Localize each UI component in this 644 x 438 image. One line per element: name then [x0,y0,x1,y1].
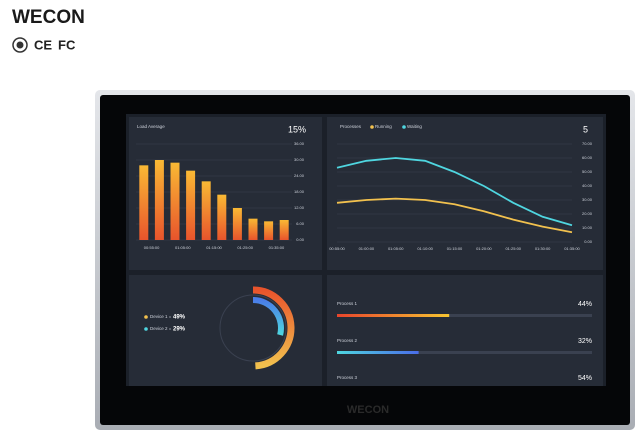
x-tick-label: 01:05:00 [175,245,191,250]
legend-value: 49% [173,315,186,321]
y-tick-label: 36.00 [294,141,305,146]
bar-track [337,314,592,317]
line-series [336,197,573,234]
bar [139,165,149,240]
y-tick-label: 50.00 [582,169,593,174]
x-tick-label: 01:00:00 [359,246,375,251]
bar [248,218,258,240]
x-tick-label: 01:15:00 [447,246,463,251]
bar [337,314,450,317]
x-tick-label: 01:20:00 [476,246,492,251]
value-label: 44% [578,301,592,308]
donut-track [219,294,287,362]
value-label: 54% [578,375,592,382]
legend-marker [402,125,406,129]
bar [217,194,227,240]
y-tick-label: 40.00 [582,183,593,188]
x-tick-label: 01:10:00 [417,246,433,251]
x-tick-label: 01:15:00 [206,245,222,250]
legend-label: Waiting [407,124,422,129]
bar [264,221,274,240]
bar [232,208,242,240]
bar-label: Process 2 [337,338,358,343]
value-label: 32% [578,338,592,345]
donut-arc [252,286,295,370]
y-tick-label: 6.00 [296,221,305,226]
summary-value: 5 [583,124,588,134]
bar-label: Process 1 [337,301,358,306]
x-tick-label: 00:55:00 [329,246,345,251]
legend-marker [144,327,148,331]
x-tick-label: 01:05:00 [388,246,404,251]
bar-label: Process 3 [337,375,358,380]
seal-icon [16,41,24,49]
legend-marker [370,125,374,129]
bar [201,181,211,240]
y-tick-label: 60.00 [582,155,593,160]
bar [170,162,180,240]
panel-title: Processes [340,124,362,129]
certification-row: CE FC [12,37,76,53]
bar [186,170,196,240]
x-tick-label: 01:25:00 [237,245,253,250]
donut-arc [252,297,284,336]
x-tick-label: 01:25:00 [505,246,521,251]
legend-marker [144,315,148,319]
bar [279,220,289,240]
bezel-logo: WECON [347,404,389,416]
y-tick-label: 70.00 [582,141,593,146]
cert-ce: CE [34,37,52,52]
x-tick-label: 01:35:00 [564,246,580,251]
seal-icon [12,37,28,53]
x-tick-label: 00:55:00 [144,245,160,250]
panel [327,275,603,386]
legend-value: 29% [173,327,186,333]
cert-fc: FC [58,37,76,52]
legend-label: Device 1 [150,314,168,319]
summary-value: 15% [288,124,306,134]
y-tick-label: 10.00 [582,225,593,230]
brand-logo: WECON [12,7,85,28]
y-tick-label: 18.00 [294,189,305,194]
bar-track [337,351,592,354]
y-tick-label: 0.00 [296,237,305,242]
y-tick-label: 12.00 [294,205,305,210]
panel-title: Load Average [137,124,165,129]
bar [154,160,164,240]
y-tick-label: 30.00 [294,157,305,162]
y-tick-label: 20.00 [582,211,593,216]
x-tick-label: 01:35:00 [269,245,285,250]
legend-label: Running [375,124,392,129]
x-tick-label: 01:30:00 [535,246,551,251]
bar [337,351,419,354]
y-tick-label: 24.00 [294,173,305,178]
y-tick-label: 30.00 [582,197,593,202]
line-series [336,157,573,227]
panel [327,117,603,270]
y-tick-label: 0.00 [584,239,593,244]
legend-label: Device 2 [150,326,168,331]
